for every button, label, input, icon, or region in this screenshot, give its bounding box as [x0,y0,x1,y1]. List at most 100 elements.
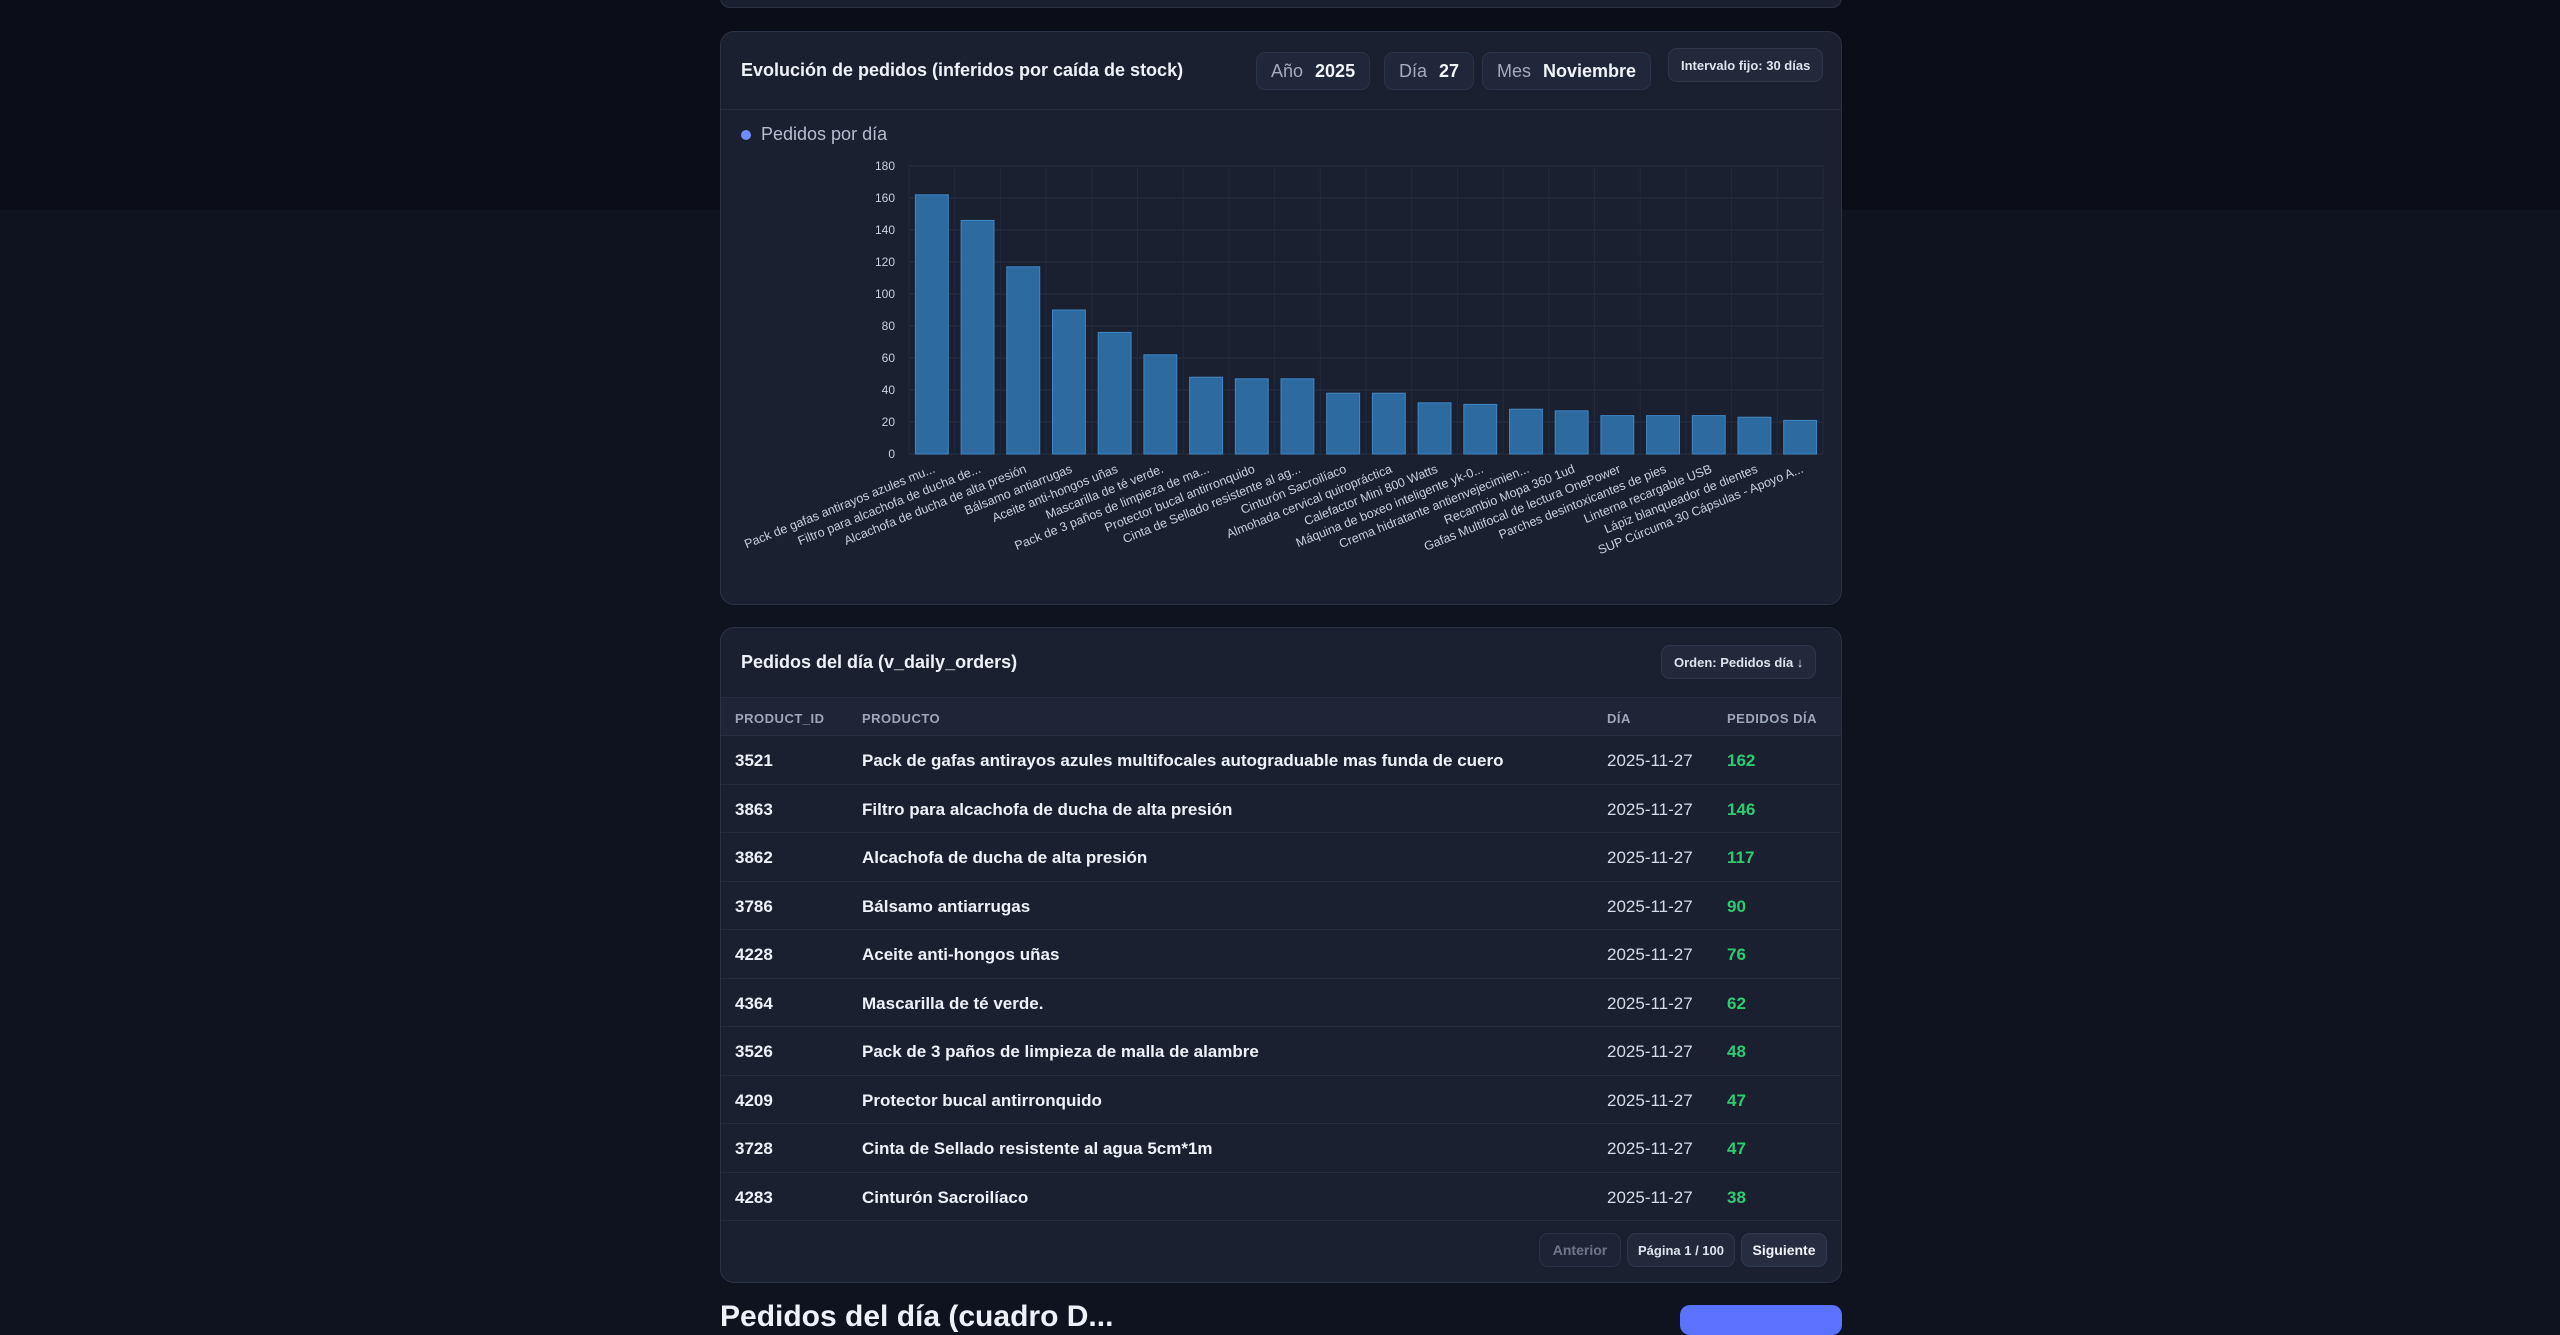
previous-card-edge [720,0,1842,8]
next-section-title: Pedidos del día (cuadro D... [720,1300,1114,1333]
cell-product: Pack de gafas antirayos azules multifoca… [862,751,1504,770]
interval-badge: Intervalo fijo: 30 días [1668,48,1824,82]
table-body: 3521 Pack de gafas antirayos azules multi… [721,736,1841,1221]
chart-bar [1554,410,1589,455]
cell-orders: 117 [1727,848,1755,867]
order-sort-badge[interactable]: Orden: Pedidos día ↓ [1661,645,1817,679]
table-row[interactable]: 3521 Pack de gafas antirayos azules multi… [721,736,1841,785]
day-filter[interactable]: Día 27 [1384,52,1475,90]
x-tick-label: Pack de gafas antirayos azules mu... [742,462,937,552]
y-tick-label: 60 [882,351,896,365]
column-header-product-id[interactable]: PRODUCT_ID [735,711,825,726]
cell-day: 2025-11-27 [1607,1139,1693,1158]
chart-bar [1691,415,1726,455]
chart-bar [1783,419,1818,455]
cell-day: 2025-11-27 [1607,993,1693,1013]
cell-orders: 76 [1727,945,1746,964]
pager-prev-button[interactable]: Anterior [1539,1233,1621,1267]
chart-bar [960,219,995,455]
table-row[interactable]: 3526 Pack de 3 paños de limpieza de malla… [721,1027,1841,1076]
orders-chart-card: Evolución de pedidos (inferidos por caíd… [720,31,1842,605]
column-header-day[interactable]: DÍA [1607,711,1631,726]
table-card-header: Pedidos del día (v_daily_orders) Orden: … [721,628,1841,698]
cell-orders: 48 [1727,1042,1746,1061]
chart-bar [914,194,949,455]
cell-orders: 38 [1727,1187,1746,1207]
column-header-product[interactable]: PRODUCTO [862,711,941,726]
cell-product-id: 3862 [735,848,773,867]
y-tick-label: 40 [882,383,896,397]
cell-product: Cinta de Sellado resistente al agua 5cm*… [862,1139,1213,1158]
cell-product: Alcachofa de ducha de alta presión [862,848,1148,867]
y-tick-label: 100 [875,287,895,301]
chart-card-header: Evolución de pedidos (inferidos por caíd… [721,32,1841,110]
chart-bar [1280,378,1315,455]
chart-bar [1646,415,1681,455]
table-row[interactable]: 4283 Cinturón Sacroilíaco 2025-11-27 38 [721,1173,1841,1221]
chart-legend[interactable]: Pedidos por día [741,124,887,145]
cell-product-id: 3526 [735,1042,773,1061]
table-row[interactable]: 3863 Filtro para alcachofa de ducha de al… [721,785,1841,833]
cell-orders: 90 [1727,896,1746,916]
cell-product-id: 4283 [735,1187,773,1207]
cell-orders: 146 [1727,799,1756,819]
cell-day: 2025-11-27 [1607,799,1693,819]
year-filter-value: 2025 [1315,60,1356,81]
cell-product: Cinturón Sacroilíaco [862,1187,1029,1207]
chart-card-title: Evolución de pedidos (inferidos por caíd… [741,60,1184,80]
pager-next-button[interactable]: Siguiente [1741,1233,1827,1267]
cell-orders: 162 [1727,751,1756,770]
y-tick-label: 80 [882,319,896,333]
cell-day: 2025-11-27 [1607,945,1693,964]
chart-bar [1234,378,1269,455]
legend-label: Pedidos por día [761,124,888,144]
y-tick-label: 120 [875,255,895,269]
chart-bar [1508,408,1543,455]
cell-product-id: 4228 [735,945,773,964]
cell-product-id: 3786 [735,896,773,916]
cell-product: Aceite anti-hongos uñas [862,945,1060,964]
pager-page-info: Página 1 / 100 [1627,1233,1735,1267]
table-card-title: Pedidos del día (v_daily_orders) [741,652,1018,672]
column-header-orders[interactable]: PEDIDOS DÍA [1727,711,1818,726]
daily-orders-card: Pedidos del día (v_daily_orders) Orden: … [720,627,1842,1283]
chart-bar [1143,354,1178,455]
main-column: Evolución de pedidos (inferidos por caíd… [720,0,1842,1317]
month-filter[interactable]: Mes Noviembre [1482,52,1652,90]
chart-bar [1326,392,1361,455]
y-tick-label: 0 [888,447,895,461]
cell-day: 2025-11-27 [1607,1090,1693,1110]
year-filter[interactable]: Año 2025 [1256,52,1371,90]
day-filter-label: Día [1399,60,1428,81]
cell-product-id: 3521 [735,751,773,770]
chart-bar [1371,392,1406,455]
chart-bar [1737,416,1772,455]
year-filter-label: Año [1271,60,1304,81]
cell-orders: 62 [1727,993,1746,1013]
y-tick-label: 180 [875,159,895,173]
month-filter-label: Mes [1497,60,1532,81]
cell-product-id: 3863 [735,799,773,819]
cell-orders: 47 [1727,1139,1746,1158]
chart-bar [1600,415,1635,455]
table-row[interactable]: 4228 Aceite anti-hongos uñas 2025-11-27 76 [721,930,1841,979]
chart-bar [1417,402,1452,455]
chart-bar [1189,376,1224,455]
cell-day: 2025-11-27 [1607,1042,1693,1061]
table-head: PRODUCT_ID PRODUCTO DÍA PEDIDOS DÍA [721,698,1841,736]
next-section-action-button[interactable] [1680,1305,1842,1335]
orders-bar-chart: 0 20 40 60 80 100 120 140 160 180 Pack de gafas an… [742,159,1824,557]
table-row[interactable]: 3862 Alcachofa de ducha de alta presión 20… [721,833,1841,882]
table-row[interactable]: 4364 Mascarilla de té verde. 2025-11-27 62 [721,979,1841,1027]
month-filter-value: Noviembre [1543,60,1637,81]
table-row[interactable]: 3786 Bálsamo antiarrugas 2025-11-27 90 [721,882,1841,930]
cell-product-id: 3728 [735,1139,773,1158]
table-row[interactable]: 3728 Cinta de Sellado resistente al agua … [721,1124,1841,1173]
cell-product: Mascarilla de té verde. [862,993,1044,1013]
cell-day: 2025-11-27 [1607,896,1693,916]
y-tick-label: 160 [875,191,895,205]
table-row[interactable]: 4209 Protector bucal antirronquido 2025-11… [721,1076,1841,1124]
cell-product: Protector bucal antirronquido [862,1090,1102,1110]
legend-dot-icon [741,129,751,140]
chart-bar [1097,331,1132,455]
